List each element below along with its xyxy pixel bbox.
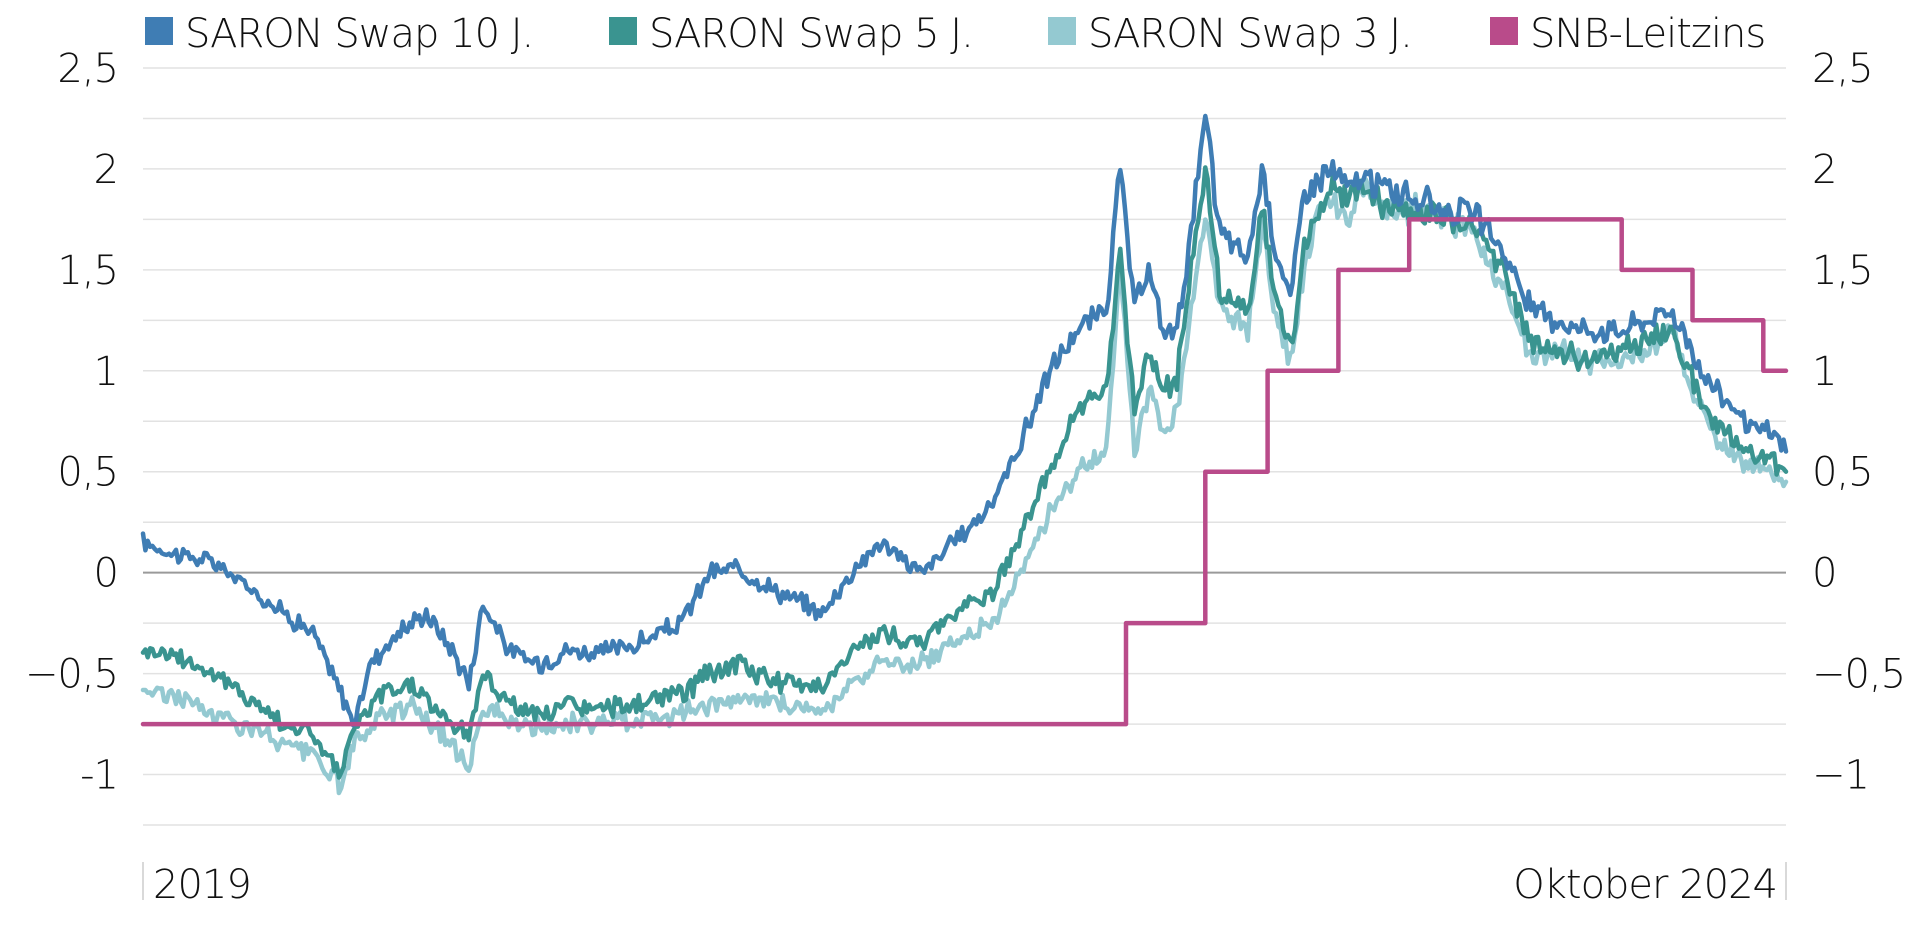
y-tick-label-right: 1 bbox=[1812, 349, 1836, 395]
y-tick-label-right: −0,5 bbox=[1812, 652, 1905, 698]
y-tick-label-left: 0,5 bbox=[57, 450, 118, 496]
legend-label: SARON Swap 3 J. bbox=[1088, 11, 1412, 57]
y-tick-label-right: 0 bbox=[1812, 551, 1836, 597]
y-tick-label-right: −1 bbox=[1812, 753, 1869, 799]
legend-label: SARON Swap 10 J. bbox=[185, 11, 533, 57]
y-axis-left: 2,5 2 1,5 1 0,5 0 −0,5 -1 bbox=[25, 46, 119, 799]
series-lines bbox=[140, 113, 1789, 796]
legend-swatch bbox=[609, 17, 637, 45]
legend-label: SARON Swap 5 J. bbox=[649, 11, 973, 57]
y-tick-label-left: −0,5 bbox=[25, 652, 118, 698]
y-tick-label-right: 1,5 bbox=[1812, 248, 1873, 294]
series-line-3 bbox=[140, 177, 1789, 796]
y-tick-label-right: 0,5 bbox=[1812, 450, 1873, 496]
legend-swatch bbox=[1048, 17, 1076, 45]
legend-label: SNB-Leitzins bbox=[1530, 11, 1765, 57]
y-tick-label-left: 1,5 bbox=[57, 248, 118, 294]
legend: SARON Swap 10 J. SARON Swap 5 J. SARON Swa… bbox=[145, 11, 1766, 57]
series-line-2 bbox=[140, 165, 1789, 780]
legend-swatch bbox=[1490, 17, 1518, 45]
y-tick-label-left: 0 bbox=[94, 551, 118, 597]
x-axis-end-label: Oktober 2024 bbox=[1513, 862, 1777, 908]
x-axis: 2019 Oktober 2024 bbox=[142, 862, 1787, 908]
y-tick-label-left: -1 bbox=[80, 753, 118, 799]
y-tick-label-right: 2,5 bbox=[1812, 46, 1873, 92]
legend-swatch bbox=[145, 17, 173, 45]
y-tick-label-left: 2 bbox=[94, 147, 118, 193]
y-tick-label-left: 1 bbox=[94, 349, 118, 395]
x-axis-start-label: 2019 bbox=[153, 862, 251, 908]
series-line-4 bbox=[140, 217, 1789, 727]
y-tick-label-left: 2,5 bbox=[57, 46, 118, 92]
y-tick-label-right: 2 bbox=[1812, 147, 1836, 193]
y-axis-right: 2,5 2 1,5 1 0,5 0 −0,5 −1 bbox=[1812, 46, 1906, 799]
series-line-1 bbox=[140, 113, 1789, 728]
